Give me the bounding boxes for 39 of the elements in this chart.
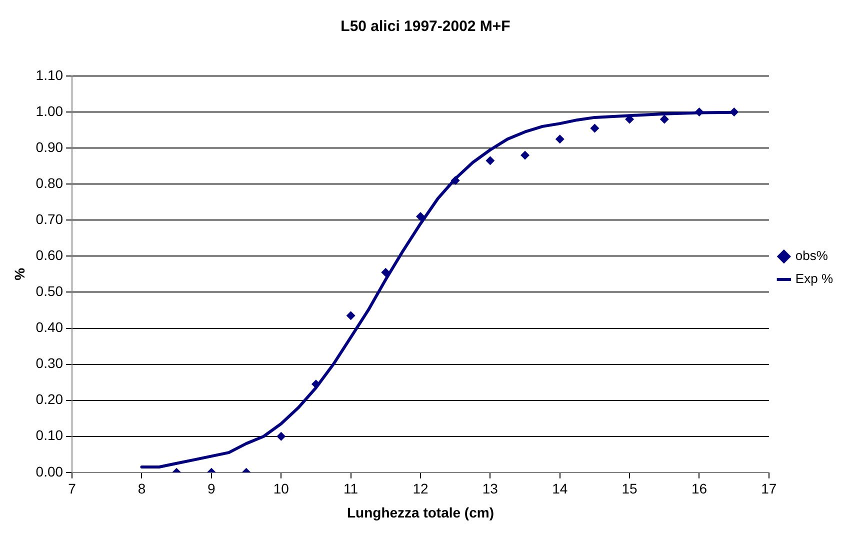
legend-label: obs%: [795, 248, 828, 264]
point: [486, 156, 495, 166]
y-tick-label: 0.30: [36, 355, 64, 372]
legend-label: Exp %: [795, 271, 834, 286]
point: [590, 124, 600, 133]
y-tick-label: 0.60: [36, 247, 64, 264]
point: [555, 134, 564, 144]
x-tick-label: 11: [344, 480, 358, 497]
point: [450, 176, 460, 186]
y-tick-label: 0.10: [36, 427, 64, 444]
y-axis-title: %: [11, 267, 28, 280]
x-tick-label: 17: [761, 480, 777, 497]
y-tick-label: 0.90: [36, 138, 64, 155]
point: [520, 150, 530, 160]
x-tick-label: 10: [273, 480, 290, 497]
x-tick-label: 15: [622, 480, 638, 497]
y-tick-label: 0.00: [36, 463, 64, 480]
point: [660, 114, 669, 124]
point: [730, 108, 739, 117]
point: [346, 311, 356, 320]
x-tick-label: 16: [691, 480, 708, 497]
y-tick-label: 1.10: [36, 66, 64, 83]
x-tick-label: 8: [138, 480, 146, 497]
point: [276, 432, 286, 441]
y-tick-label: 0.40: [36, 319, 64, 336]
x-tick-label: 7: [68, 480, 76, 497]
x-tick-label: 13: [482, 480, 498, 497]
y-tick-label: 0.50: [36, 283, 64, 300]
x-tick-label: 9: [208, 480, 216, 497]
x-tick-label: 12: [412, 480, 428, 497]
point: [694, 108, 704, 117]
point: [416, 212, 425, 222]
x-axis-title: Lunghezza totale (cm): [346, 504, 494, 520]
y-tick-label: 0.80: [36, 174, 64, 191]
x-tick-label: 14: [552, 480, 568, 497]
chart-title: L50 alici 1997-2002 M+F: [340, 18, 510, 36]
y-tick-label: 1.00: [36, 102, 64, 119]
y-tick-label: 0.70: [36, 211, 64, 228]
y-tick-label: 0.20: [36, 391, 64, 408]
